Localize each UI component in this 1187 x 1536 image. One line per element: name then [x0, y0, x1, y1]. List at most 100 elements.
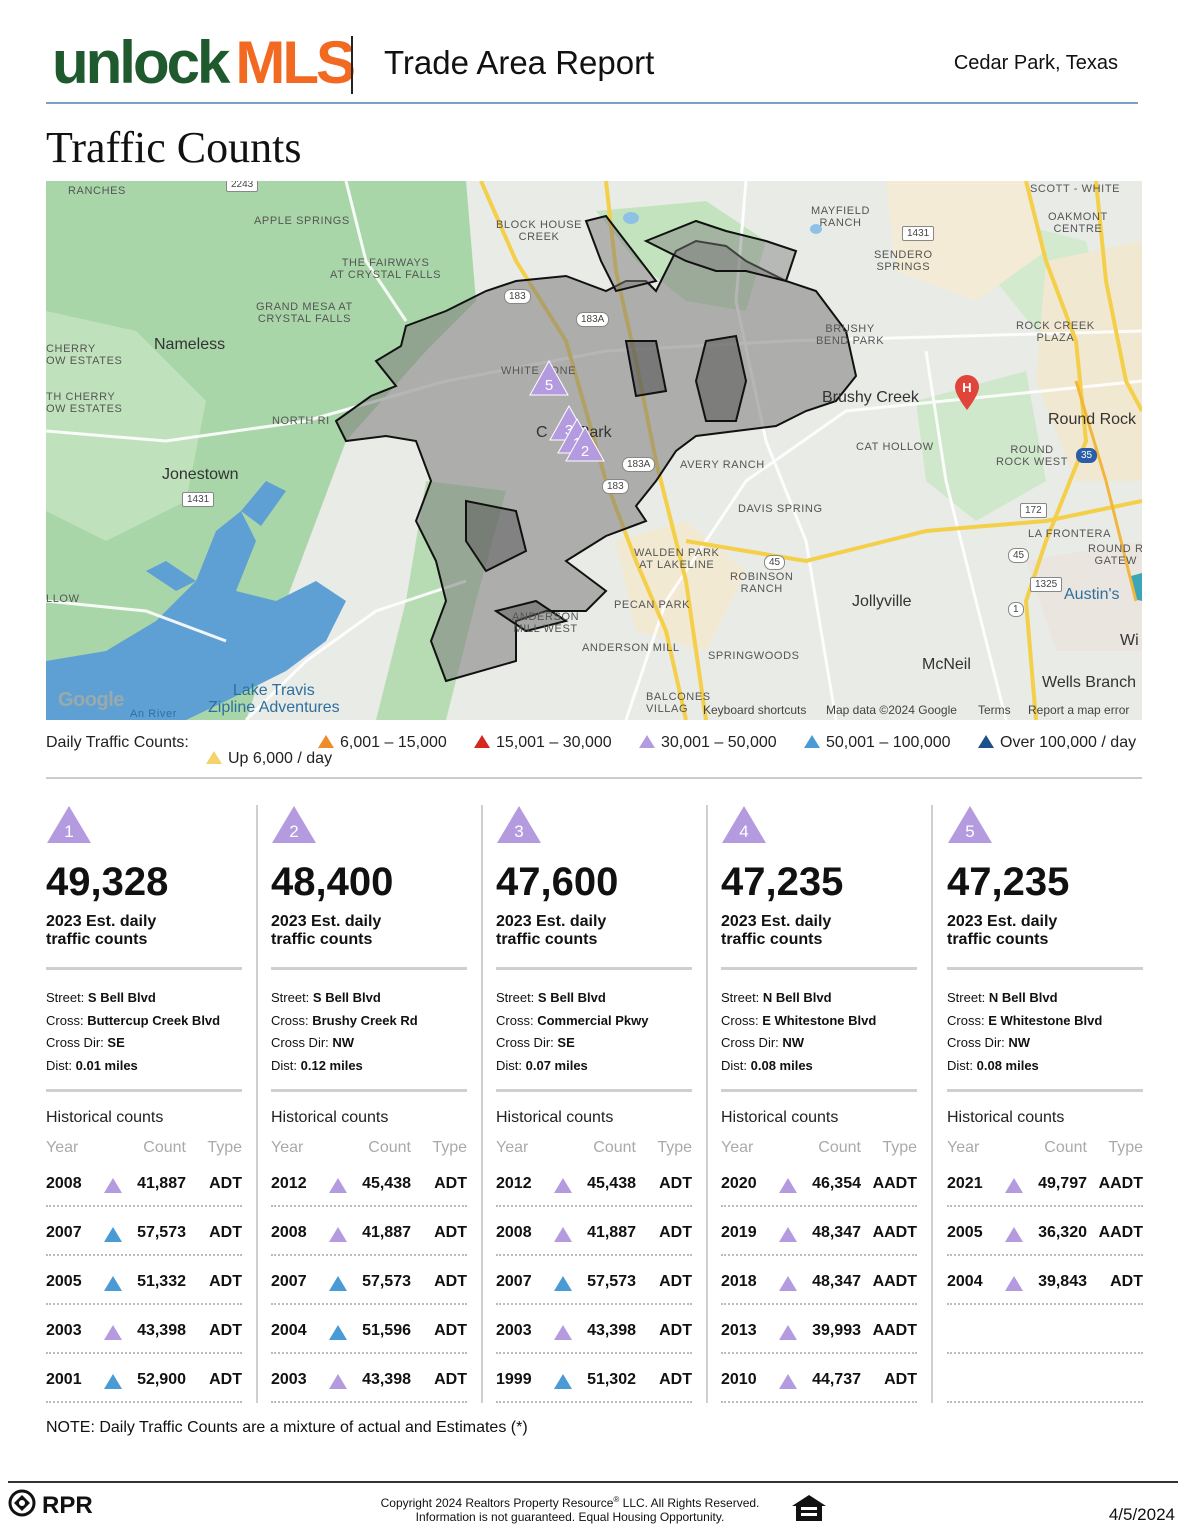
map-label: Wi: [1120, 632, 1139, 649]
legend-triangle-icon: [318, 735, 334, 748]
legend-item: 50,001 – 100,000: [804, 734, 951, 752]
history-row: 2012 45,438 ADT: [496, 1175, 692, 1207]
history-level-icon: [104, 1276, 122, 1291]
map-label: Nameless: [154, 336, 226, 353]
map-label: NORTH RI: [272, 415, 330, 427]
history-level-icon: [554, 1227, 572, 1242]
card-column-divider: [481, 805, 483, 1403]
google-logo: Google: [58, 689, 124, 711]
card-column-divider: [256, 805, 258, 1403]
card-marker-label: 2: [289, 822, 298, 841]
info-value: NW: [1008, 1035, 1031, 1051]
info-value: 0.08 miles: [750, 1057, 813, 1073]
report-header: unlock MLS Trade Area Report Cedar Park, …: [46, 28, 1138, 104]
history-count: 43,398: [587, 1322, 636, 1339]
map-label: SPRINGWOODS: [708, 650, 800, 662]
highway-shield: 2243: [226, 181, 259, 192]
map-label: WALDEN PARK AT LAKELINE: [634, 547, 720, 571]
map-label: LA FRONTERA: [1028, 528, 1112, 540]
copyright-line1-b: LLC. All Rights Reserved.: [619, 1496, 760, 1510]
map-label: BLOCK HOUSE CREEK: [496, 219, 583, 243]
legend-divider: [46, 777, 1142, 779]
card-divider: [721, 1089, 917, 1092]
info-dist: Dist: 0.07 miles: [496, 1055, 648, 1078]
info-label: Cross Dir:: [46, 1035, 104, 1051]
legend-item: 15,001 – 30,000: [474, 734, 612, 752]
history-year: 2007: [46, 1224, 82, 1241]
history-type: ADT: [659, 1322, 692, 1339]
history-year: 1999: [496, 1371, 532, 1388]
highway-shield: 183A: [576, 312, 610, 327]
info-label: Dist:: [46, 1057, 72, 1073]
equal-housing-icon: [792, 1495, 826, 1521]
legend-item: 6,001 – 15,000: [318, 734, 447, 752]
traffic-marker-5-icon[interactable]: 5: [528, 359, 570, 397]
card-divider: [721, 967, 917, 970]
historical-title: Historical counts: [496, 1109, 614, 1126]
map-label: RANCHES: [68, 185, 126, 197]
highway-shield: 172: [1020, 503, 1047, 518]
history-level-icon: [329, 1325, 347, 1340]
history-row: 2005 36,320 AADT: [947, 1224, 1143, 1256]
map-label: THE FAIRWAYS AT CRYSTAL FALLS: [330, 257, 442, 281]
info-value: 0.08 miles: [976, 1057, 1039, 1073]
rpr-logo: RPR: [8, 1489, 93, 1520]
col-type-header: Type: [882, 1139, 917, 1156]
history-type: ADT: [209, 1175, 242, 1192]
history-type: ADT: [434, 1273, 467, 1290]
history-count: 46,354: [812, 1175, 861, 1192]
daily-count: 48,400: [271, 860, 394, 904]
history-level-icon: [329, 1178, 347, 1193]
col-type-header: Type: [432, 1139, 467, 1156]
info-cross: Cross: E Whitestone Blvd: [721, 1010, 876, 1033]
map-label: Round Rock: [1048, 411, 1137, 428]
card-divider: [496, 967, 692, 970]
map-label: Jonestown: [162, 466, 239, 483]
rpr-emblem-icon: [8, 1489, 36, 1517]
history-row: 2018 48,347 AADT: [721, 1273, 917, 1305]
history-count: 43,398: [137, 1322, 186, 1339]
history-level-icon: [779, 1325, 797, 1340]
info-dist: Dist: 0.08 miles: [947, 1055, 1102, 1078]
history-count: 39,993: [812, 1322, 861, 1339]
highway-shield: 45: [1008, 548, 1030, 563]
legend-item: Over 100,000 / day: [978, 734, 1136, 752]
map-label: Brushy Creek: [822, 389, 919, 406]
info-cross-dir: Cross Dir: NW: [721, 1032, 876, 1055]
history-type: AADT: [872, 1322, 917, 1339]
report-map-error-link[interactable]: Report a map error: [1028, 703, 1130, 717]
history-count: 43,398: [362, 1371, 411, 1388]
terms-link[interactable]: Terms: [978, 703, 1011, 717]
marker-label: 3: [565, 422, 573, 439]
history-type: ADT: [659, 1175, 692, 1192]
history-count: 51,302: [587, 1371, 636, 1388]
map-label: OAKMONT CENTRE: [1048, 211, 1108, 235]
trade-area-map[interactable]: RANCHES APPLE SPRINGS BLOCK HOUSE CREEK …: [46, 181, 1142, 720]
history-level-icon: [1005, 1276, 1023, 1291]
history-year: 2019: [721, 1224, 757, 1241]
card-location-info: Street: S Bell Blvd Cross: Buttercup Cree…: [46, 987, 220, 1077]
card-marker-label: 1: [64, 822, 73, 841]
traffic-marker-2-icon[interactable]: 2: [564, 425, 606, 463]
report-location: Cedar Park, Texas: [953, 52, 1118, 74]
card-marker-5-icon: 5: [948, 806, 992, 843]
history-type: ADT: [209, 1273, 242, 1290]
history-count: 51,332: [137, 1273, 186, 1290]
history-level-icon: [104, 1325, 122, 1340]
info-cross-dir: Cross Dir: SE: [46, 1032, 220, 1055]
info-street: Street: N Bell Blvd: [721, 987, 876, 1010]
legend-item-label: 30,001 – 50,000: [661, 734, 777, 751]
history-count: 45,438: [587, 1175, 636, 1192]
info-cross: Cross: E Whitestone Blvd: [947, 1010, 1102, 1033]
col-count-header: Count: [368, 1139, 411, 1156]
highway-shield: 45: [764, 555, 786, 570]
card-location-info: Street: S Bell Blvd Cross: Brushy Creek R…: [271, 987, 418, 1077]
hospital-pin-icon[interactable]: H: [954, 375, 980, 411]
map-label: ROUND R GATEW: [1088, 543, 1142, 567]
legend-triangle-icon: [639, 735, 655, 748]
info-street: Street: S Bell Blvd: [271, 987, 418, 1010]
section-title: Traffic Counts: [46, 123, 302, 172]
info-cross-dir: Cross Dir: NW: [947, 1032, 1102, 1055]
history-count: 52,900: [137, 1371, 186, 1388]
keyboard-shortcuts-link[interactable]: Keyboard shortcuts: [703, 703, 807, 717]
